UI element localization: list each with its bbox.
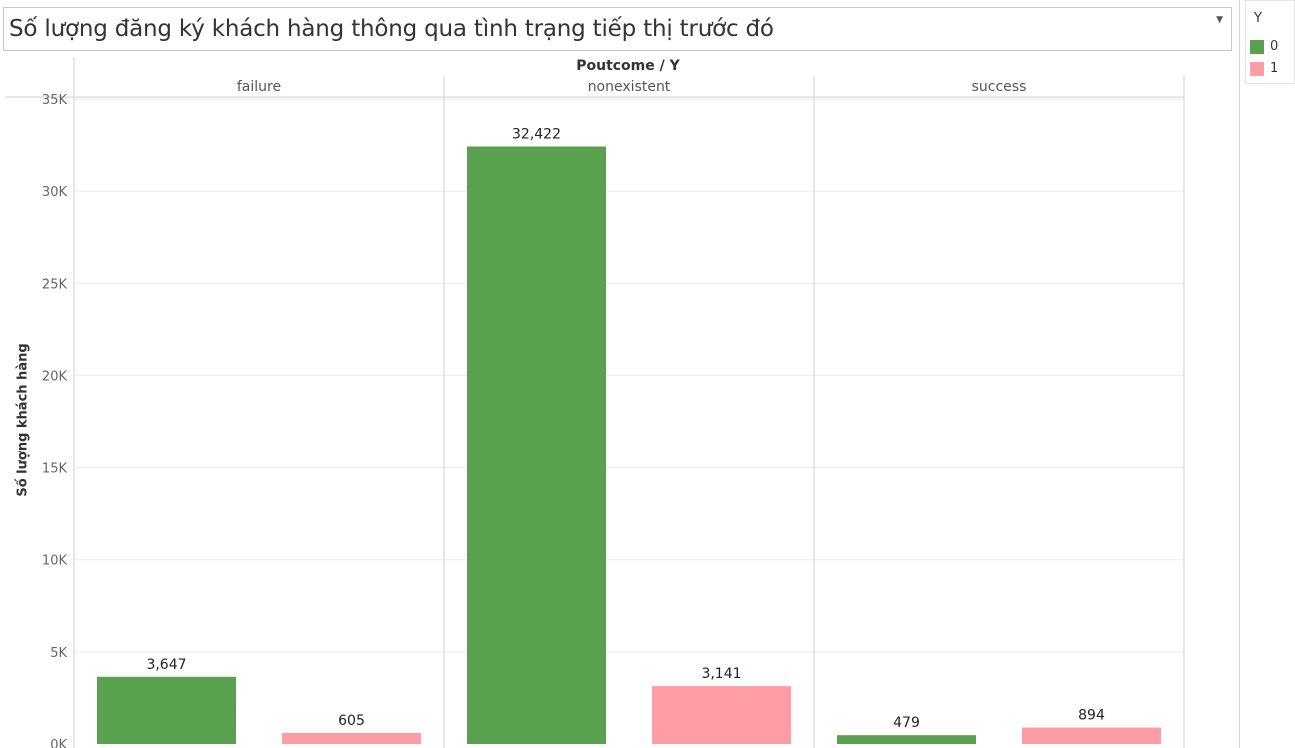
y-tick-label: 0K	[50, 738, 67, 748]
title-filter-bar[interactable]: Số lượng đăng ký khách hàng thông qua tì…	[3, 7, 1232, 51]
data-label-failure-0: 3,647	[146, 657, 186, 673]
y-tick-label: 20K	[42, 369, 68, 384]
data-label-success-1: 894	[1078, 708, 1105, 724]
data-label-failure-1: 605	[338, 713, 365, 729]
legend-swatch-1	[1250, 62, 1264, 76]
legend-label-0: 0	[1270, 39, 1279, 54]
bar-failure-1	[282, 732, 421, 744]
data-label-nonexistent-0: 32,422	[512, 127, 561, 143]
chart-frame	[5, 57, 1185, 748]
panel-header-nonexistent: nonexistent	[587, 79, 671, 95]
dropdown-arrow-icon[interactable]: ▼	[1216, 15, 1223, 25]
bar-failure-0	[97, 676, 236, 744]
legend-title: Y	[1254, 11, 1262, 26]
data-label-success-0: 479	[893, 715, 920, 731]
bar-nonexistent-1	[652, 686, 791, 744]
panel-header-failure: failure	[236, 79, 282, 95]
legend-swatch-0	[1250, 40, 1264, 54]
gridlines	[74, 98, 1184, 653]
color-legend: Y 0 1	[1245, 0, 1295, 84]
dashboard-title: Số lượng đăng ký khách hàng thông qua tì…	[9, 16, 774, 42]
bars	[97, 146, 1161, 744]
y-tick-label: 10K	[42, 554, 68, 569]
column-header-title: Poutcome / Y	[576, 58, 680, 74]
data-label-nonexistent-1: 3,141	[701, 666, 741, 682]
y-tick-label: 30K	[42, 185, 68, 200]
legend-label-1: 1	[1270, 61, 1279, 76]
y-tick-label: 25K	[42, 277, 68, 292]
y-tick-label: 5K	[50, 646, 67, 661]
bar-nonexistent-0	[467, 146, 606, 744]
panel-header-success: success	[971, 79, 1027, 95]
y-tick-label: 15K	[42, 462, 68, 477]
bar-success-1	[1022, 727, 1161, 744]
pane-divider[interactable]	[1239, 0, 1240, 748]
data-labels: 3,647 605 32,422 3,141 479 894	[146, 127, 1104, 732]
y-tick-label: 35K	[42, 93, 68, 108]
bar-success-0	[837, 735, 976, 744]
y-axis-ticks: 0K 5K 10K 15K 20K 25K 30K 35K	[42, 93, 68, 748]
